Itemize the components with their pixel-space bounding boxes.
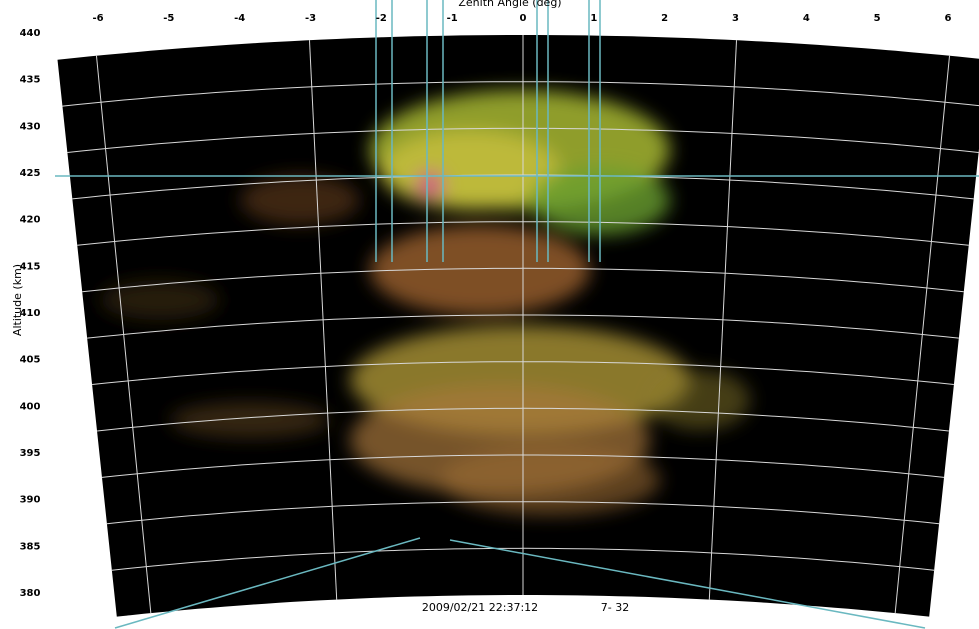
y-tick-label: 420 — [20, 215, 41, 226]
x-tick-label: 2 — [661, 13, 668, 24]
y-tick-label: 380 — [20, 588, 41, 599]
x-tick-label: 1 — [590, 13, 597, 24]
chart: Zenith Angle (deg) Altitude (km) 2009/02… — [0, 0, 979, 629]
y-tick-label: 430 — [20, 121, 41, 132]
y-tick-label: 385 — [20, 541, 41, 552]
y-tick-label: 395 — [20, 448, 41, 459]
y-tick-label: 400 — [20, 401, 41, 412]
x-tick-label: -2 — [376, 13, 387, 24]
timestamp: 2009/02/21 22:37:12 — [422, 601, 538, 614]
y-tick-label: 440 — [20, 28, 41, 39]
y-tick-label: 405 — [20, 355, 41, 366]
frame-label: 7- 32 — [601, 601, 629, 614]
x-tick-label: 4 — [803, 13, 810, 24]
x-tick-label: 0 — [520, 13, 527, 24]
x-tick-label: 6 — [945, 13, 952, 24]
x-tick-label: 5 — [874, 13, 881, 24]
y-axis-label: Altitude (km) — [11, 264, 24, 336]
y-tick-label: 415 — [20, 261, 41, 272]
y-tick-label: 425 — [20, 168, 41, 179]
x-tick-label: -6 — [92, 13, 103, 24]
y-tick-label: 410 — [20, 308, 41, 319]
x-tick-label: -4 — [234, 13, 245, 24]
y-tick-label: 390 — [20, 495, 41, 506]
y-tick-label: 435 — [20, 75, 41, 86]
x-tick-label: -1 — [447, 13, 458, 24]
x-axis-label: Zenith Angle (deg) — [458, 0, 561, 9]
x-tick-label: -5 — [163, 13, 174, 24]
x-tick-label: 3 — [732, 13, 739, 24]
x-tick-label: -3 — [305, 13, 316, 24]
